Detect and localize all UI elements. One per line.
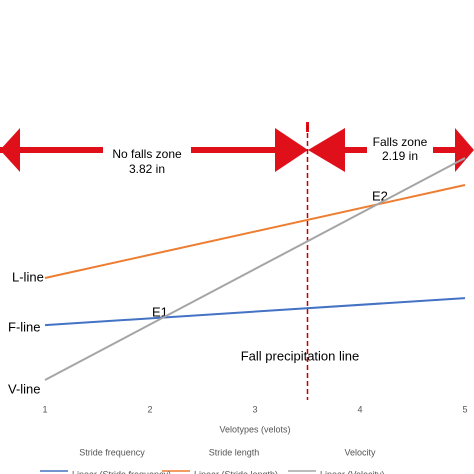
zone-name: No falls zone — [112, 147, 182, 161]
point-label: E2 — [372, 188, 388, 203]
series-line — [44, 157, 466, 381]
x-axis-title: Velotypes (velots) — [219, 424, 290, 434]
legend-label: Velocity — [344, 447, 376, 457]
zone-name: Falls zone — [373, 135, 428, 149]
x-tick-label: 1 — [42, 404, 47, 414]
fall-line-label: Fall precipitation line — [241, 348, 360, 363]
series-line — [44, 297, 466, 327]
x-tick-label: 4 — [357, 404, 362, 414]
x-tick-label: 2 — [147, 404, 152, 414]
line-label: F-line — [8, 319, 41, 334]
series-line — [44, 184, 466, 279]
line-label: L-line — [12, 269, 44, 284]
legend-label: Stride frequency — [79, 447, 145, 457]
x-tick-label: 5 — [462, 404, 467, 414]
x-tick-label: 3 — [252, 404, 257, 414]
label-bg — [103, 143, 191, 175]
legend-label: Linear (Velocity) — [320, 469, 385, 474]
line-label: V-line — [8, 381, 41, 396]
legend-label: Linear (Stride length) — [194, 469, 278, 474]
zone-size: 3.82 in — [129, 162, 165, 176]
zone-size: 2.19 in — [382, 149, 418, 163]
point-label: E1 — [152, 304, 168, 319]
legend-label: Linear (Stride frequency) — [72, 469, 171, 474]
label-bg — [367, 132, 433, 162]
legend-label: Stride length — [209, 447, 260, 457]
